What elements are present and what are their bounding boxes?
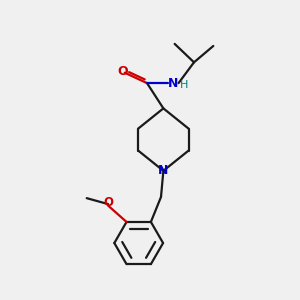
Text: O: O	[117, 65, 128, 78]
Text: O: O	[103, 196, 113, 209]
Text: N: N	[158, 164, 169, 177]
Text: N: N	[168, 76, 178, 90]
Text: H: H	[180, 80, 188, 90]
